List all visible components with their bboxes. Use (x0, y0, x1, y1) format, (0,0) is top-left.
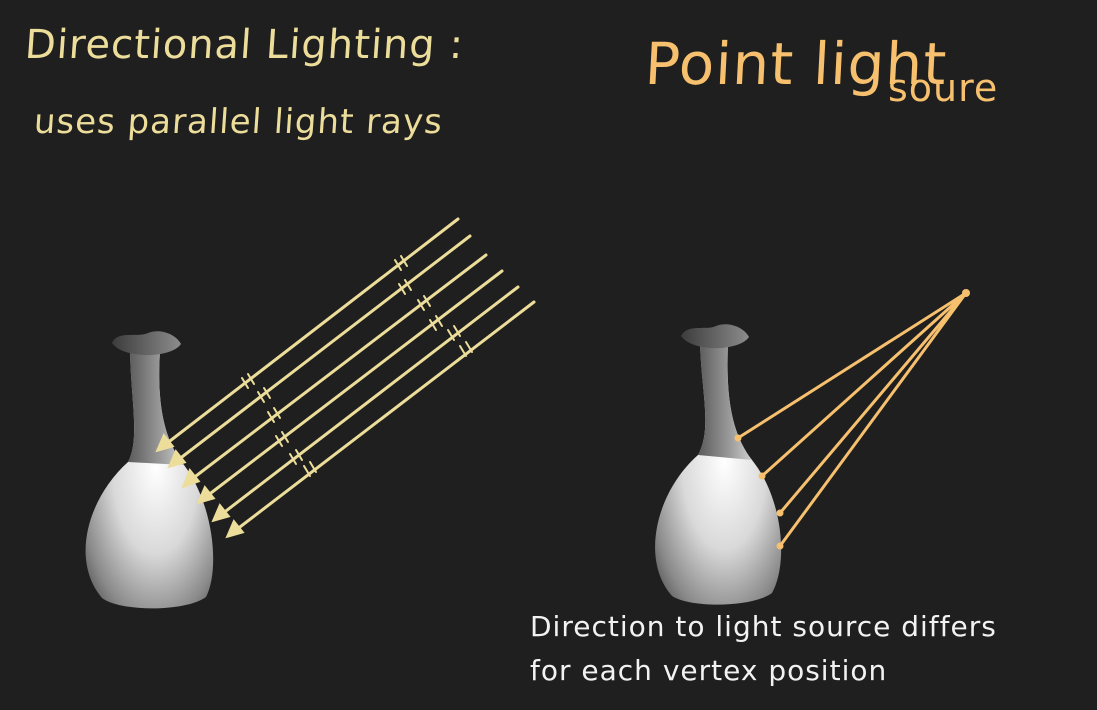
point-light-source (962, 289, 970, 297)
parallel-ray (167, 234, 472, 469)
vertex-point (776, 509, 784, 517)
parallel-ray (181, 253, 488, 489)
point-light-rays (734, 289, 970, 550)
point-light-ray (778, 291, 968, 548)
vertex-point (734, 434, 742, 442)
point-light-ray (736, 291, 968, 440)
point-light-caption-line-2: for each vertex position (530, 654, 888, 687)
point-light-caption-line-1: Direction to light source differs (530, 610, 997, 643)
point-light-title-suffix: soure (888, 66, 999, 110)
parallel-light-rays (155, 217, 536, 539)
parallel-ray (225, 300, 536, 539)
point-light-ray (778, 291, 968, 515)
parallel-ray (196, 269, 504, 505)
parallel-ray (155, 217, 460, 453)
parallel-ray (211, 285, 520, 523)
vase-right (655, 324, 782, 605)
point-light-ray (760, 291, 968, 478)
vertex-point (758, 472, 766, 480)
vertex-point (776, 542, 784, 550)
vase-left (85, 331, 214, 609)
